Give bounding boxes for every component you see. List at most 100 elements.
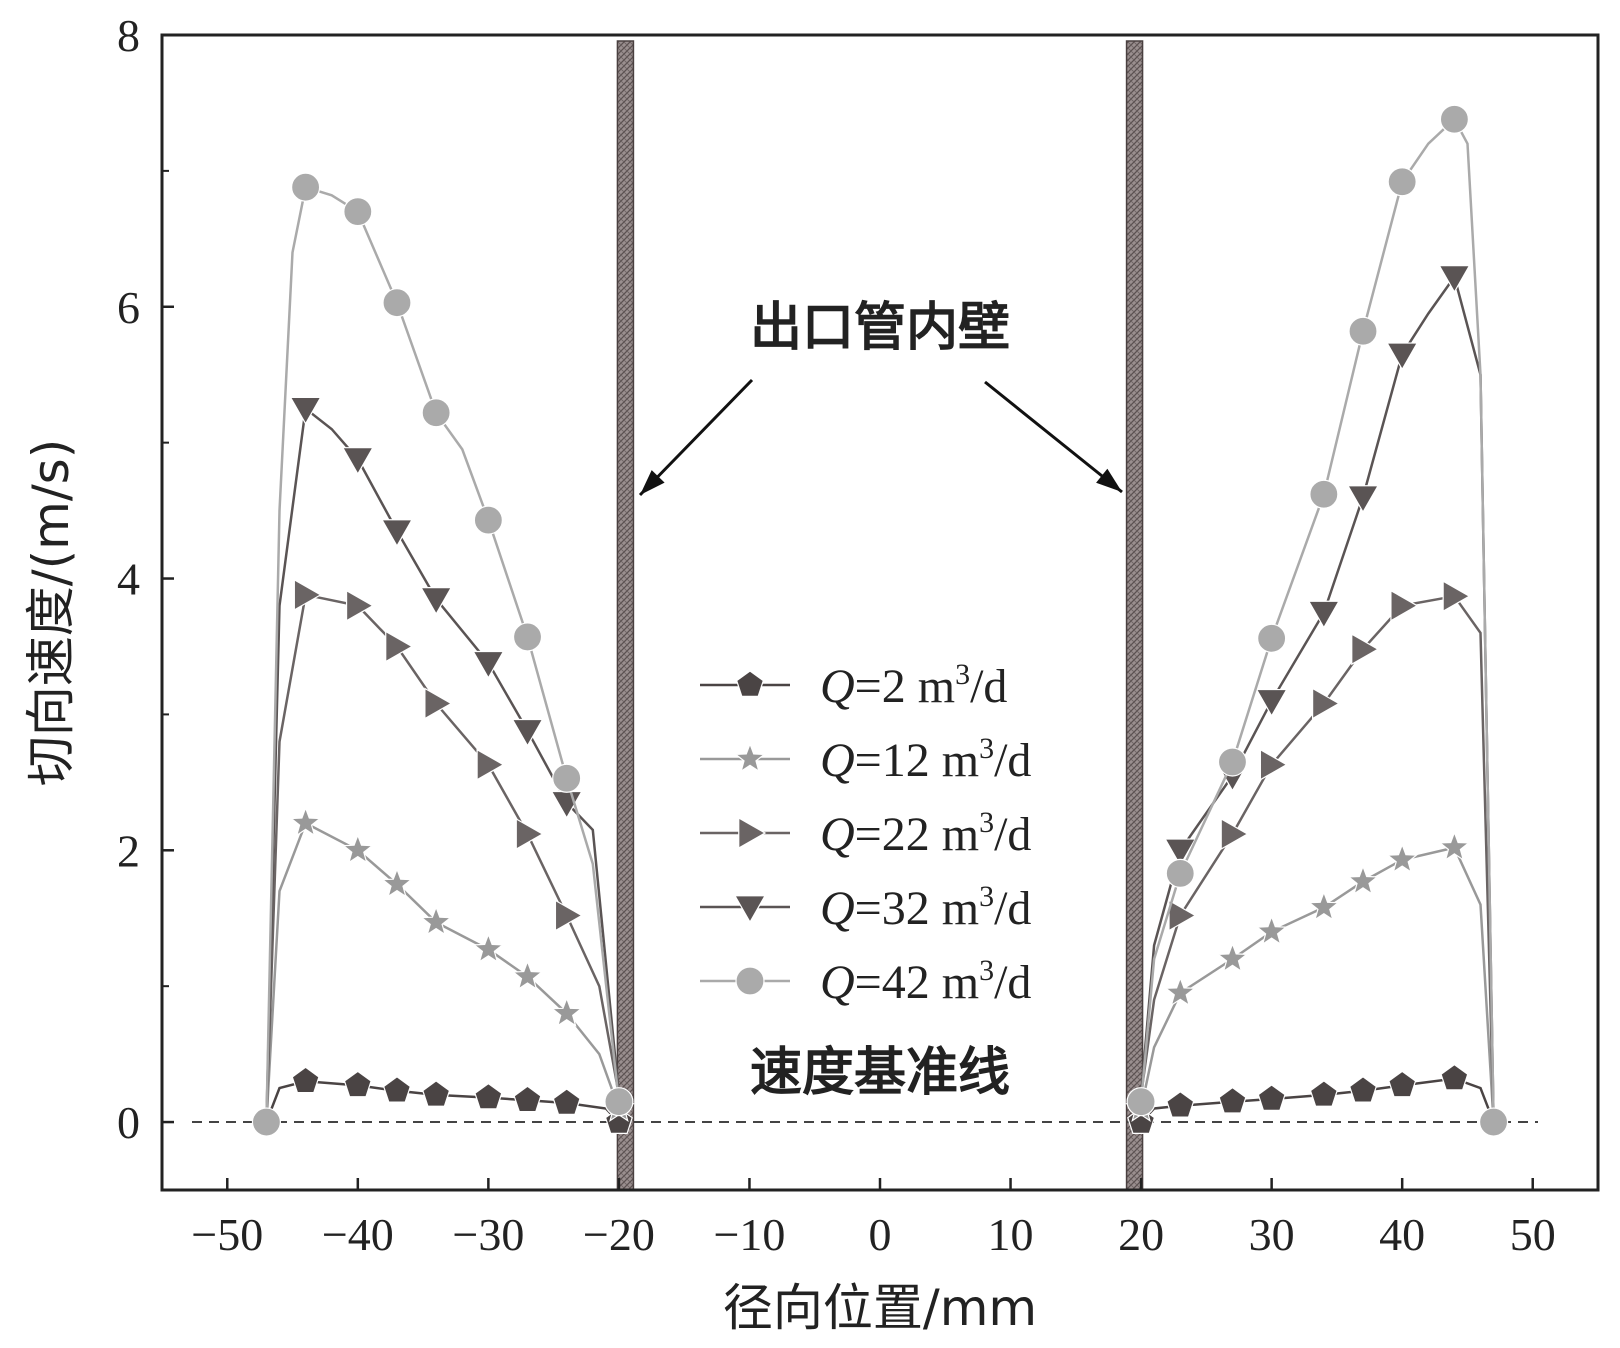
series-4 [251,104,1509,1137]
data-point [1126,1087,1156,1117]
y-tick-label: 8 [117,10,140,61]
data-point [1346,485,1380,514]
arrow-right-wall [984,380,1123,494]
data-point [1165,858,1195,888]
legend-entry-2: Q=22 m3/d [700,806,1031,861]
data-point [554,899,583,932]
data-point [1257,1084,1286,1111]
data-point [420,905,453,936]
data-point [1386,843,1419,874]
data-point [1164,838,1197,867]
data-point [1217,747,1248,777]
data-point [424,687,453,720]
data-point [1307,600,1340,629]
data-point [1257,623,1287,653]
data-point [511,718,544,747]
legend-swatch-marker [733,895,767,924]
x-tick-label: 0 [869,1209,892,1260]
x-tick-label: 30 [1249,1209,1295,1260]
data-point [291,172,321,202]
data-point [341,447,374,476]
x-tick-label: −10 [713,1209,785,1260]
x-tick-label: −30 [452,1209,524,1260]
data-point [381,867,413,898]
data-point [343,197,373,227]
data-point [293,578,322,611]
data-point [604,1087,634,1117]
legend-entry-1: Q=12 m3/d [700,732,1031,787]
series-3 [265,265,1495,1123]
series-2 [265,578,1495,1123]
data-point [1439,104,1470,134]
data-point [1168,899,1197,932]
data-point [382,288,412,318]
x-axis: −50 −40 −30 −20 −10 0 10 20 30 40 50 [191,1178,1556,1260]
x-tick-label: 20 [1118,1209,1164,1260]
data-point [291,1066,320,1094]
data-point [380,519,414,548]
data-point [1255,688,1288,718]
data-point [472,932,505,963]
outlet-pipe-walls [616,40,1144,1191]
data-point [550,996,583,1027]
series-line-left [265,593,621,1123]
data-point [552,763,582,793]
data-point [476,748,505,781]
x-tick-label: −40 [322,1209,394,1260]
series-line-left [265,185,621,1123]
wall-annotation-label: 出口管内壁 [750,298,1010,358]
data-point [1255,915,1288,946]
baseline-annotation-label: 速度基准线 [750,1043,1010,1103]
data-point [1312,687,1341,720]
data-point [289,806,322,837]
data-point [513,1085,542,1113]
data-point [1478,1107,1509,1137]
data-point [1218,1086,1247,1114]
data-point [382,1076,412,1103]
x-tick-label: 10 [988,1209,1034,1260]
legend-swatch-marker [738,816,767,850]
legend-swatch-marker [734,742,766,773]
legend-label: Q=12 m3/d [820,732,1031,787]
y-tick-label: 6 [117,282,140,333]
legend-label: Q=32 m3/d [820,880,1031,935]
x-axis-title: 径向位置/mm [723,1279,1037,1337]
data-point [1440,1063,1469,1091]
data-point [472,650,505,679]
data-point [511,959,544,991]
y-axis-title: 切向速度/(m/s) [22,439,80,786]
legend-swatch-marker [735,670,765,697]
data-point [1351,633,1380,666]
wall-annotation-arrows [638,378,1123,497]
legend-entry-4: Q=42 m3/d [700,954,1031,1009]
data-point [1348,1076,1378,1103]
data-point [1309,1080,1338,1107]
wall-band-left [616,40,635,1191]
data-point [1216,942,1249,973]
data-point [385,630,414,663]
arrow-left-wall [638,378,754,497]
data-point [1347,864,1379,896]
legend-label: Q=42 m3/d [820,954,1031,1009]
y-tick-label: 0 [117,1097,140,1148]
data-point [515,817,544,851]
data-point [1386,342,1419,371]
y-tick-label: 4 [117,554,140,605]
x-tick-label: −20 [583,1209,655,1260]
data-point [1348,316,1378,346]
x-tick-label: 40 [1379,1209,1425,1260]
data-point [1390,589,1419,622]
data-point [251,1107,282,1137]
data-point [343,1070,372,1098]
data-point [552,1088,581,1116]
data-point [345,589,375,622]
data-point [1307,890,1340,921]
x-tick-label: −50 [191,1209,263,1260]
legend-label: Q=2 m3/d [820,658,1007,713]
legend-label: Q=22 m3/d [820,806,1031,861]
data-point [1309,479,1339,509]
data-point [1442,580,1471,613]
data-point [341,833,374,864]
data-point [1164,976,1197,1007]
